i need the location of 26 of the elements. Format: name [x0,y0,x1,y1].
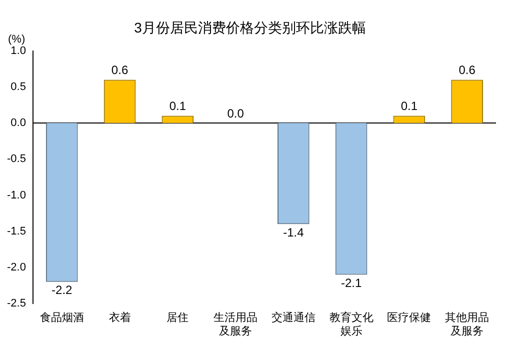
x-tick-label: 衣着 [108,311,131,324]
y-tick-label: 1.0 [10,44,26,57]
x-tick-label: 医疗保健 [387,311,432,324]
y-tick-label: 0.0 [10,117,26,130]
chart-title: 3月份居民消费价格分类别环比涨跌幅 [134,19,366,36]
data-label: 0.1 [169,99,186,114]
data-label: 0.6 [458,63,476,78]
y-tick-label: -1.5 [6,225,26,238]
x-tick-label: 居住 [166,312,189,324]
y-tick-label: -2.5 [6,298,26,310]
data-label: 0.6 [111,63,128,78]
y-tick-label: -1.0 [6,189,26,202]
x-tick-label: 交通通信 [271,311,316,324]
data-label: -1.4 [283,225,304,240]
data-label: -2.1 [340,276,362,290]
x-tick-label: 其他用品及服务 [445,311,490,338]
y-tick-label: -2.0 [6,262,26,274]
y-tick-label: -0.5 [6,153,26,166]
x-tick-label: 教育文化娱乐 [329,311,374,338]
x-tick-label: 生活用品及服务 [214,311,258,338]
y-tick-label: 0.5 [10,80,26,93]
x-tick-label: 食品烟酒 [40,311,84,324]
data-label: 0.1 [400,99,418,114]
data-label: -2.2 [52,283,73,298]
y-axis-title: (%) [8,33,26,46]
data-label: 0.0 [227,106,244,120]
